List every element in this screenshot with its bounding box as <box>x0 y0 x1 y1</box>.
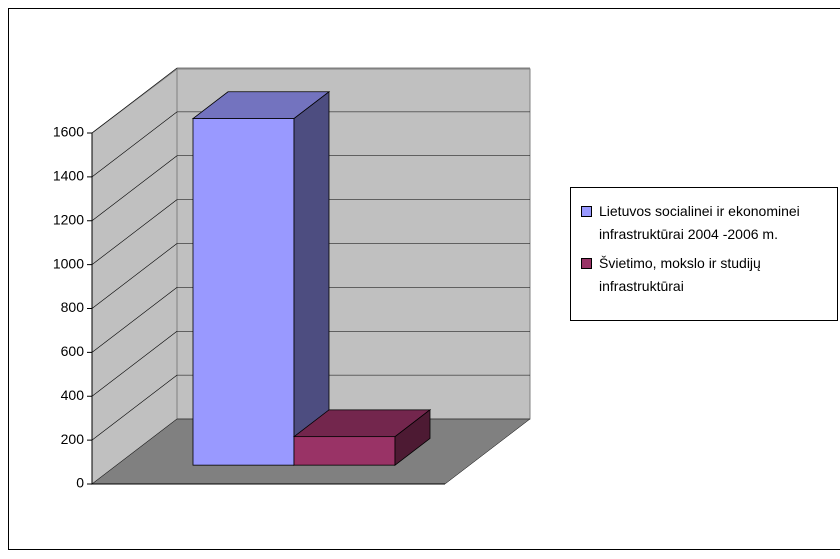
y-tick-label: 200 <box>61 431 85 447</box>
grid-line <box>91 199 178 265</box>
y-tick-label: 1000 <box>53 255 84 271</box>
legend-item: Švietimo, mokslo ir studijų infrastruktū… <box>571 252 829 298</box>
bar <box>293 436 396 466</box>
legend-label: Lietuvos socialinei ir ekonominei infras… <box>599 203 800 242</box>
legend-swatch <box>581 206 592 217</box>
side-wall <box>91 67 178 486</box>
y-tick-label: 0 <box>76 475 84 491</box>
legend-swatch <box>581 258 592 269</box>
y-tick-label: 1600 <box>53 124 84 140</box>
legend: Lietuvos socialinei ir ekonominei infras… <box>570 187 838 321</box>
y-tick-label: 400 <box>61 387 85 403</box>
grid-line <box>91 331 178 397</box>
grid-line <box>91 155 178 221</box>
grid-line <box>91 67 178 134</box>
grid-line <box>91 111 178 178</box>
grid-line <box>91 287 178 353</box>
legend-item: Lietuvos socialinei ir ekonominei infras… <box>571 200 829 246</box>
bar-side <box>394 409 431 466</box>
y-tick-label: 1200 <box>53 211 84 227</box>
y-tick-label: 1400 <box>53 168 84 184</box>
legend-label: Švietimo, mokslo ir studijų infrastruktū… <box>599 255 761 294</box>
y-tick-label: 600 <box>61 343 85 359</box>
grid-line <box>91 243 178 309</box>
y-tick-label: 800 <box>61 299 85 315</box>
bar-side <box>293 90 330 466</box>
bar <box>192 118 295 466</box>
grid-line <box>91 374 178 441</box>
